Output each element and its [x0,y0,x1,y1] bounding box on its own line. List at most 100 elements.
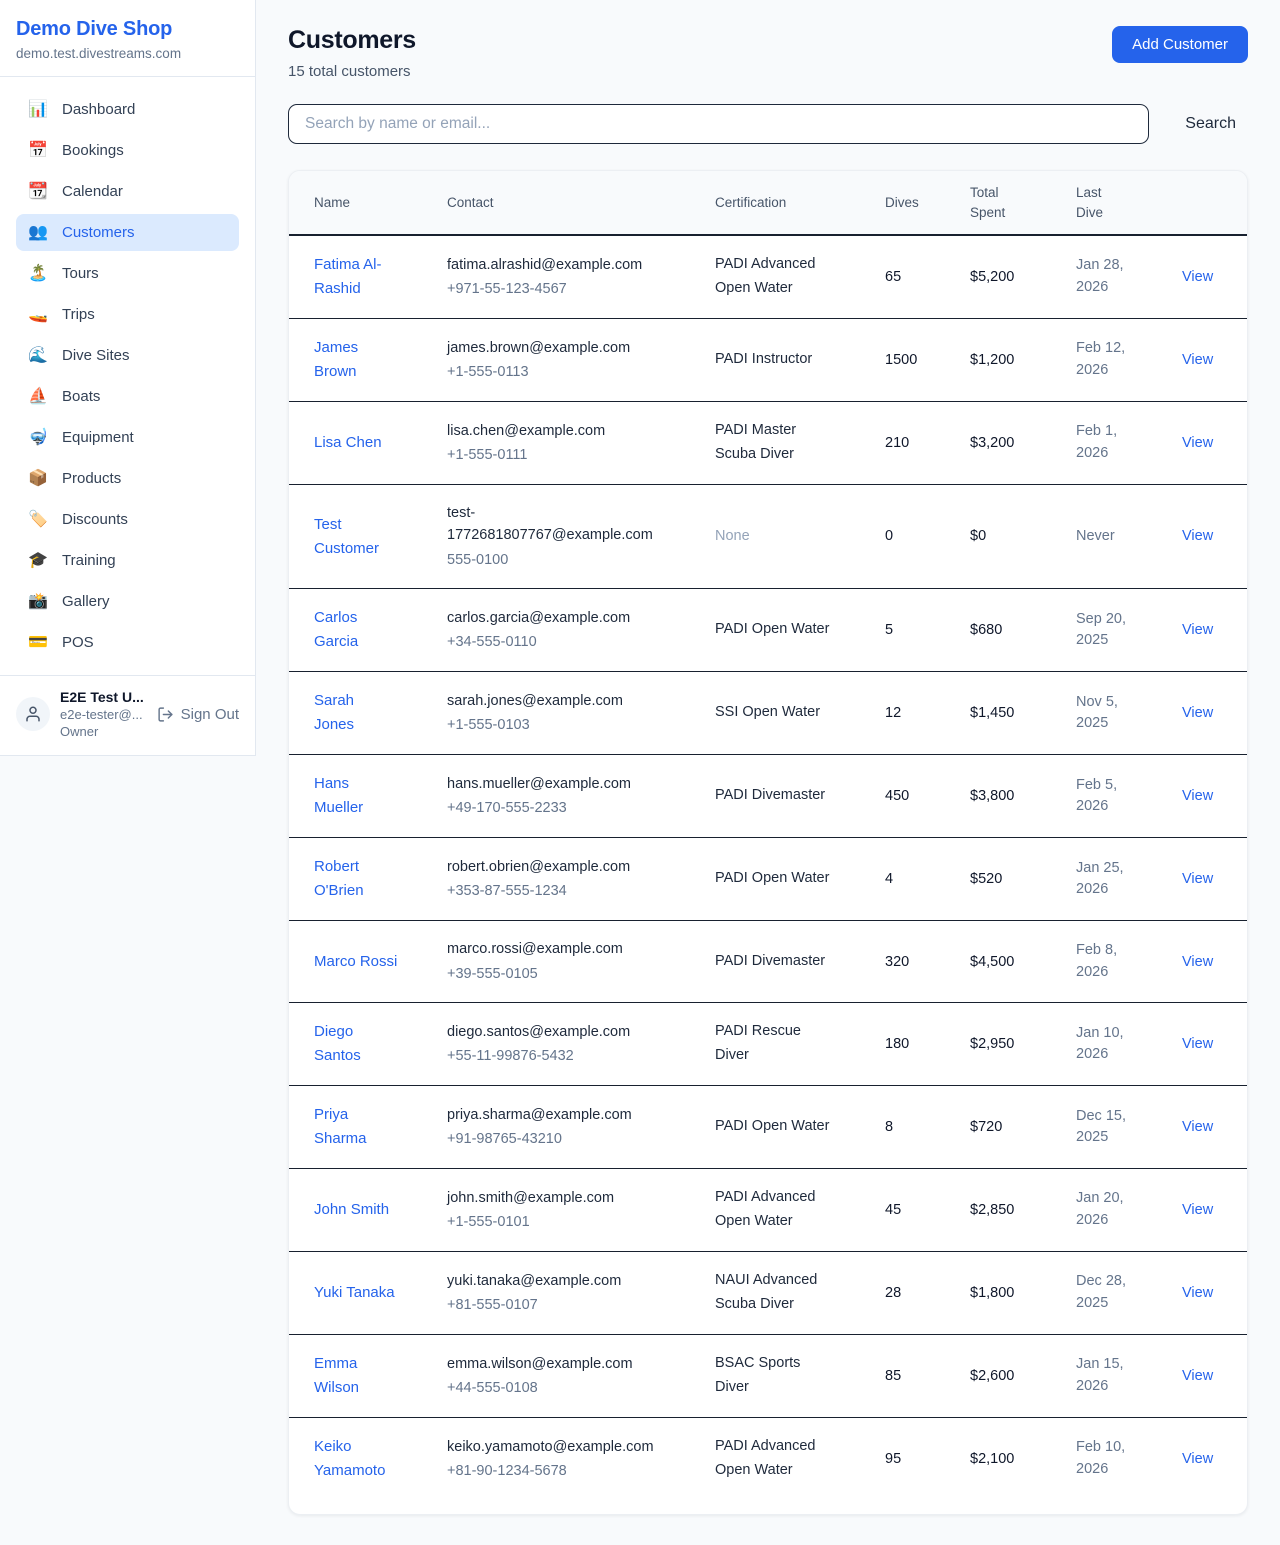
customer-name-link[interactable]: John Smith [314,1201,390,1219]
sidebar-item-products[interactable]: 📦 Products [16,460,239,497]
sidebar-item-dashboard[interactable]: 📊 Dashboard [16,91,239,128]
customer-certification: PADI Open Water [715,870,830,887]
sign-out-button[interactable]: Sign Out [157,706,239,723]
customer-name-link[interactable]: Lisa Chen [314,434,382,452]
customer-total-spent: $4,500 [970,953,1015,970]
view-link[interactable]: View [1182,622,1214,639]
customer-name-link[interactable]: Hans Mueller [314,775,364,817]
view-link[interactable]: View [1182,788,1214,805]
customer-phone: +44-555-0108 [447,1380,538,1396]
customer-certification: PADI Divemaster [715,952,826,969]
customer-name-link[interactable]: Keiko Yamamoto [314,1438,386,1479]
customer-dives: 1500 [885,351,918,368]
sidebar-item-gallery[interactable]: 📸 Gallery [16,583,239,620]
table-row: Test Customer test-1772681807767@example… [289,483,1247,589]
sidebar-item-tours[interactable]: 🏝️ Tours [16,255,239,292]
page-header: Customers 15 total customers Add Custome… [288,26,1248,80]
shop-domain: demo.test.divestreams.com [16,46,182,61]
sidebar-item-label: Calendar [62,183,123,200]
sidebar-item-calendar[interactable]: 📆 Calendar [16,173,239,210]
customer-last-dive: Feb 1, 2026 [1076,423,1118,462]
customer-total-spent: $680 [970,622,1003,639]
column-contact: Contact [435,171,703,237]
table-row: Lisa Chen lisa.chen@example.com +1-555-0… [289,401,1247,485]
customer-name-link[interactable]: Fatima Al-Rashid [314,256,382,298]
sidebar-item-bookings[interactable]: 📅 Bookings [16,132,239,169]
sidebar-item-boats[interactable]: ⛵ Boats [16,378,239,415]
customer-name-link[interactable]: Test Customer [314,515,380,557]
customer-name-link[interactable]: Diego Santos [314,1023,361,1065]
view-link[interactable]: View [1182,1036,1214,1053]
customer-dives: 450 [885,788,910,805]
sidebar-item-pos[interactable]: 💳 POS [16,624,239,661]
table-row: Emma Wilson emma.wilson@example.com +44-… [289,1334,1247,1418]
customer-name-link[interactable]: Emma Wilson [314,1355,360,1396]
customer-phone: +81-90-1234-5678 [447,1463,567,1479]
view-link[interactable]: View [1182,953,1214,970]
search-button[interactable]: Search [1173,107,1248,141]
customer-last-dive: Never [1076,528,1115,545]
customer-total-spent: $1,200 [970,351,1015,368]
view-link[interactable]: View [1182,1119,1214,1136]
products-icon: 📦 [28,469,48,487]
view-link[interactable]: View [1182,1284,1214,1301]
sidebar-item-discounts[interactable]: 🏷️ Discounts [16,501,239,538]
sidebar-item-trips[interactable]: 🚤 Trips [16,296,239,333]
customer-email: fatima.alrashid@example.com [447,256,643,273]
customer-name-link[interactable]: Robert O'Brien [314,858,364,900]
user-email: e2e-tester@... [60,707,143,722]
customer-certification: BSAC Sports Diver [715,1355,801,1395]
sidebar-item-dive-sites[interactable]: 🌊 Dive Sites [16,337,239,374]
view-link[interactable]: View [1182,705,1214,722]
user-section: E2E Test U... e2e-tester@... Owner Sign … [0,675,255,755]
sidebar-item-training[interactable]: 🎓 Training [16,542,239,579]
customer-email: hans.mueller@example.com [447,775,631,792]
customer-email: marco.rossi@example.com [447,941,623,958]
view-link[interactable]: View [1182,1367,1214,1384]
view-link[interactable]: View [1182,351,1214,368]
view-link[interactable]: View [1182,1202,1214,1218]
customer-total-spent: $0 [970,528,987,545]
customer-total-spent: $1,450 [970,705,1015,722]
sidebar-item-customers[interactable]: 👥 Customers [16,214,239,251]
customer-phone: +34-555-0110 [447,634,537,651]
customer-last-dive: Dec 28, 2025 [1076,1273,1126,1312]
sidebar-item-label: Gallery [62,593,110,610]
customer-name-link[interactable]: Marco Rossi [314,952,398,970]
customer-total-spent: $520 [970,871,1003,888]
customer-last-dive: Jan 15, 2026 [1076,1356,1124,1394]
dive-sites-icon: 🌊 [28,346,48,364]
search-input[interactable] [288,104,1150,144]
calendar-icon: 📆 [28,182,48,200]
view-link[interactable]: View [1182,434,1214,451]
customer-dives: 28 [885,1284,902,1301]
customer-name-link[interactable]: Sarah Jones [314,692,355,734]
customer-total-spent: $2,850 [970,1202,1015,1218]
table-row: Priya Sharma priya.sharma@example.com +9… [289,1085,1247,1169]
customer-total-spent: $5,200 [970,268,1015,285]
customer-dives: 0 [885,528,894,545]
table-row: Sarah Jones sarah.jones@example.com +1-5… [289,671,1247,755]
table-row: Yuki Tanaka yuki.tanaka@example.com +81-… [289,1251,1247,1335]
view-link[interactable]: View [1182,871,1214,888]
sidebar-item-equipment[interactable]: 🤿 Equipment [16,419,239,456]
customer-total-spent: $1,800 [970,1284,1015,1301]
customer-email: lisa.chen@example.com [447,422,606,439]
sidebar: Demo Dive Shop demo.test.divestreams.com… [0,0,256,756]
customer-dives: 85 [885,1367,902,1384]
customer-phone: +971-55-123-4567 [447,281,567,298]
customer-name-link[interactable]: Priya Sharma [314,1106,367,1148]
shop-name[interactable]: Demo Dive Shop [16,18,173,40]
view-link[interactable]: View [1182,268,1214,285]
user-icon [26,706,40,722]
add-customer-button[interactable]: Add Customer [1112,26,1248,63]
pos-icon: 💳 [28,633,48,651]
sidebar-item-label: Dive Sites [62,347,130,364]
customer-name-link[interactable]: Yuki Tanaka [314,1284,395,1302]
view-link[interactable]: View [1182,1450,1214,1467]
tours-icon: 🏝️ [28,264,48,282]
customer-name-link[interactable]: James Brown [314,339,359,381]
view-link[interactable]: View [1182,528,1214,545]
sign-out-label: Sign Out [180,705,239,723]
customer-name-link[interactable]: Carlos Garcia [314,609,359,651]
